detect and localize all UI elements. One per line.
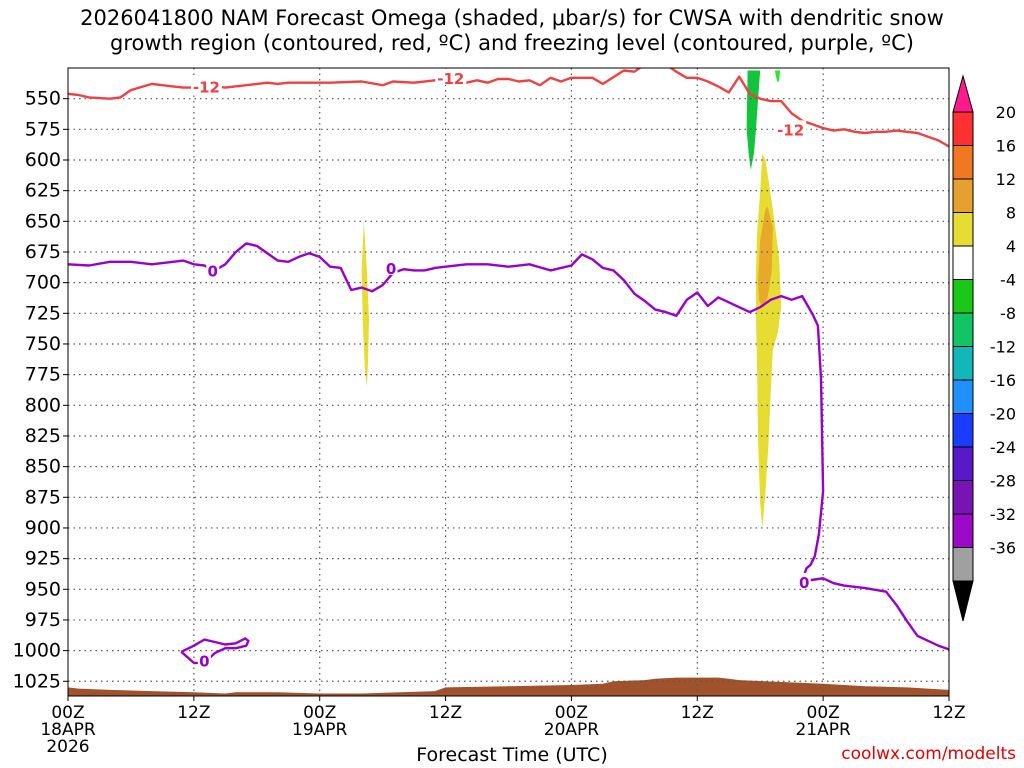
chart-title: 2026041800 NAM Forecast Omega (shaded, μ… bbox=[0, 6, 1024, 56]
x-tick-label: 21APR bbox=[795, 720, 851, 740]
colorbar-swatch bbox=[952, 513, 974, 548]
x-tick-label: 12Z bbox=[681, 703, 714, 723]
x-tick-label: 12Z bbox=[429, 703, 462, 723]
x-tick-label: 12Z bbox=[932, 703, 965, 723]
terrain-fill bbox=[68, 677, 949, 696]
chart-title-line-2: growth region (contoured, red, ºC) and f… bbox=[110, 31, 914, 55]
freezing-contour-label: 0 bbox=[799, 574, 809, 592]
y-tick-label: 575 bbox=[25, 118, 61, 140]
freezing-contour-label-bg bbox=[197, 651, 211, 668]
colorbar-swatch bbox=[952, 145, 974, 180]
dgz-contour-label-bg bbox=[435, 68, 467, 85]
omega-shading-layer bbox=[361, 70, 782, 528]
colorbar-tick-label: -32 bbox=[990, 505, 1016, 524]
terrain-layer bbox=[68, 677, 949, 696]
dgz-contour-label-bg bbox=[775, 120, 807, 137]
omega-shade-yellow-big bbox=[756, 153, 782, 528]
colorbar-swatch bbox=[952, 346, 974, 381]
dgz-contour-label-bg bbox=[190, 77, 222, 94]
x-tick-label: 19APR bbox=[292, 720, 348, 740]
colorbar-swatch bbox=[952, 212, 974, 247]
y-tick-label: 900 bbox=[25, 517, 61, 539]
contour-label-layer: -12 -12 -12 0 0 0 0 bbox=[190, 68, 811, 670]
freezing-contour-label-bg bbox=[384, 258, 398, 275]
y-tick-label: 1025 bbox=[13, 670, 61, 692]
y-tick-label: 850 bbox=[25, 456, 61, 478]
y-tick-label: 675 bbox=[25, 241, 61, 263]
x-tick-label: 18APR bbox=[40, 720, 96, 740]
colorbar-tick-label: 16 bbox=[996, 137, 1016, 156]
dgz-contour-label: -12 bbox=[777, 121, 804, 139]
colorbar-swatch bbox=[952, 178, 974, 213]
axis-layer: 550 575 600 625 650 675 700 725 750 775 800 825 850 8… bbox=[13, 88, 966, 757]
colorbar-swatch bbox=[952, 580, 974, 622]
y-tick-label: 825 bbox=[25, 425, 61, 447]
dgz-contour-minus12 bbox=[68, 68, 949, 148]
y-tick-label: 875 bbox=[25, 486, 61, 508]
freezing-contour-label-bg bbox=[797, 572, 811, 589]
colorbar: 20 16 12 8 4 -4 -8 -12 -16 -20 -24 -28 -32 -36 bbox=[952, 74, 1016, 622]
colorbar-swatch bbox=[952, 74, 974, 113]
y-tick-label: 1000 bbox=[13, 640, 61, 662]
omega-shade-green-small bbox=[774, 70, 781, 82]
y-tick-label: 650 bbox=[25, 210, 61, 232]
colorbar-tick-label: -24 bbox=[990, 438, 1016, 457]
colorbar-tick-label: -8 bbox=[1000, 304, 1016, 323]
colorbar-tick-label: -12 bbox=[990, 338, 1016, 357]
colorbar-tick-label: -4 bbox=[1000, 271, 1016, 290]
grid-layer bbox=[68, 68, 949, 696]
colorbar-swatch bbox=[952, 413, 974, 448]
x-tick-label: 2026 bbox=[46, 737, 89, 757]
x-tick-label: 20APR bbox=[544, 720, 600, 740]
y-tick-label: 950 bbox=[25, 578, 61, 600]
freezing-contour-label: 0 bbox=[386, 260, 396, 278]
colorbar-tick-label: 12 bbox=[996, 170, 1016, 189]
y-tick-label: 925 bbox=[25, 548, 61, 570]
colorbar-swatch bbox=[952, 245, 974, 280]
colorbar-tick-label: -36 bbox=[990, 539, 1016, 558]
dgz-contour-label: -12 bbox=[437, 70, 464, 88]
x-tick-label: 00Z bbox=[555, 703, 588, 723]
colorbar-tick-label: -16 bbox=[990, 371, 1016, 390]
omega-shade-yellow-thin bbox=[361, 221, 369, 387]
colorbar-swatch bbox=[952, 379, 974, 414]
y-tick-label: 775 bbox=[25, 364, 61, 386]
colorbar-tick-label: -28 bbox=[990, 472, 1016, 491]
x-tick-label: 00Z bbox=[303, 703, 336, 723]
colorbar-swatch bbox=[952, 446, 974, 481]
freezing-level-closed-contour bbox=[180, 637, 250, 665]
y-tick-label: 625 bbox=[25, 180, 61, 202]
colorbar-swatch bbox=[952, 279, 974, 314]
y-tick-label: 725 bbox=[25, 302, 61, 324]
x-tick-label: 00Z bbox=[51, 703, 84, 723]
dgz-contour-label: -12 bbox=[193, 78, 220, 96]
omega-shade-green-main bbox=[746, 70, 761, 170]
freezing-contour-label: 0 bbox=[208, 262, 218, 280]
y-tick-label: 700 bbox=[25, 272, 61, 294]
colorbar-swatch bbox=[952, 547, 974, 582]
y-tick-label: 800 bbox=[25, 394, 61, 416]
colorbar-swatch bbox=[952, 312, 974, 347]
y-tick-label: 975 bbox=[25, 609, 61, 631]
y-tick-label: 550 bbox=[25, 88, 61, 110]
x-axis-title: Forecast Time (UTC) bbox=[416, 744, 608, 766]
colorbar-tick-label: 20 bbox=[996, 103, 1016, 122]
credit-link[interactable]: coolwx.com/modelts bbox=[841, 744, 1016, 764]
freezing-contour-label-bg bbox=[206, 261, 220, 278]
colorbar-swatch bbox=[952, 111, 974, 146]
colorbar-tick-label: 8 bbox=[1006, 204, 1016, 223]
colorbar-swatch bbox=[952, 480, 974, 515]
y-tick-label: 600 bbox=[25, 149, 61, 171]
freezing-contour-label: 0 bbox=[199, 652, 209, 670]
colorbar-tick-label: 4 bbox=[1006, 237, 1016, 256]
x-tick-label: 00Z bbox=[807, 703, 840, 723]
x-tick-label: 12Z bbox=[177, 703, 210, 723]
y-tick-label: 750 bbox=[25, 333, 61, 355]
contour-layer bbox=[68, 68, 949, 665]
colorbar-tick-label: -20 bbox=[990, 405, 1016, 424]
plot-frame bbox=[67, 67, 950, 697]
chart-title-line-1: 2026041800 NAM Forecast Omega (shaded, μ… bbox=[80, 6, 944, 30]
freezing-level-contour bbox=[68, 242, 949, 651]
